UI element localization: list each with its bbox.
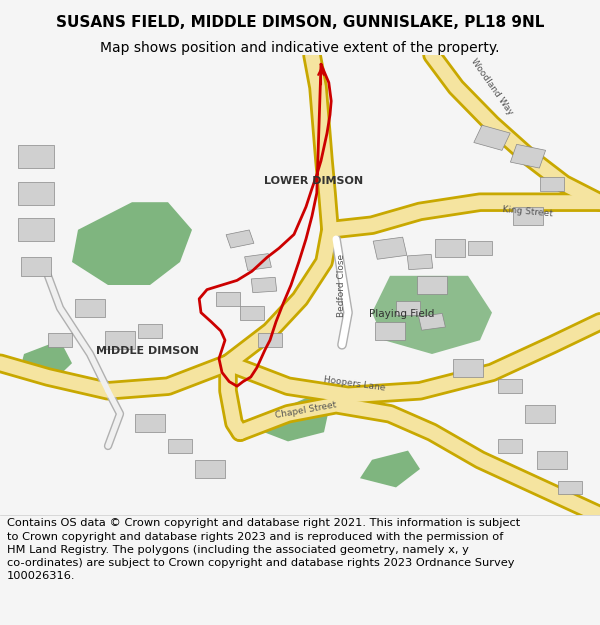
Bar xyxy=(216,292,240,306)
Text: LOWER DIMSON: LOWER DIMSON xyxy=(264,176,363,186)
Polygon shape xyxy=(372,276,492,354)
Bar xyxy=(135,414,165,432)
Bar xyxy=(138,324,162,338)
Text: SUSANS FIELD, MIDDLE DIMSON, GUNNISLAKE, PL18 9NL: SUSANS FIELD, MIDDLE DIMSON, GUNNISLAKE,… xyxy=(56,16,544,31)
Bar xyxy=(513,207,543,225)
Bar xyxy=(195,460,225,478)
Polygon shape xyxy=(264,396,330,441)
Polygon shape xyxy=(18,340,72,386)
Bar xyxy=(375,322,405,340)
Bar xyxy=(21,258,51,276)
Polygon shape xyxy=(72,202,192,285)
Bar xyxy=(419,313,445,330)
Bar xyxy=(453,359,483,377)
Bar xyxy=(251,278,277,292)
Bar xyxy=(258,333,282,347)
Bar xyxy=(18,145,54,168)
Bar xyxy=(48,333,72,347)
Text: Chapel Street: Chapel Street xyxy=(275,401,337,421)
Bar xyxy=(511,144,545,168)
Bar xyxy=(498,439,522,453)
Bar xyxy=(540,177,564,191)
Text: Hoopers Lane: Hoopers Lane xyxy=(323,375,385,392)
Text: MIDDLE DIMSON: MIDDLE DIMSON xyxy=(96,346,199,356)
Bar xyxy=(373,237,407,259)
Text: Contains OS data © Crown copyright and database right 2021. This information is : Contains OS data © Crown copyright and d… xyxy=(7,518,520,581)
Text: Map shows position and indicative extent of the property.: Map shows position and indicative extent… xyxy=(100,41,500,55)
Bar xyxy=(226,230,254,248)
Bar xyxy=(75,299,105,318)
Bar xyxy=(18,218,54,241)
Bar xyxy=(105,331,135,349)
Bar xyxy=(18,181,54,204)
Text: Woodland Way: Woodland Way xyxy=(469,57,515,117)
Text: Bedford Close: Bedford Close xyxy=(337,254,346,316)
Bar xyxy=(417,276,447,294)
Text: King Street: King Street xyxy=(502,204,554,218)
Bar xyxy=(407,254,433,269)
Polygon shape xyxy=(360,451,420,488)
Bar xyxy=(498,379,522,393)
Bar xyxy=(468,241,492,255)
Bar xyxy=(168,439,192,453)
Bar xyxy=(240,306,264,319)
Bar xyxy=(245,254,271,271)
Bar xyxy=(525,404,555,423)
Text: Playing Field: Playing Field xyxy=(370,309,434,319)
Bar xyxy=(537,451,567,469)
Bar xyxy=(435,239,465,258)
Bar xyxy=(474,125,510,151)
Bar xyxy=(558,481,582,494)
Bar xyxy=(396,301,420,315)
